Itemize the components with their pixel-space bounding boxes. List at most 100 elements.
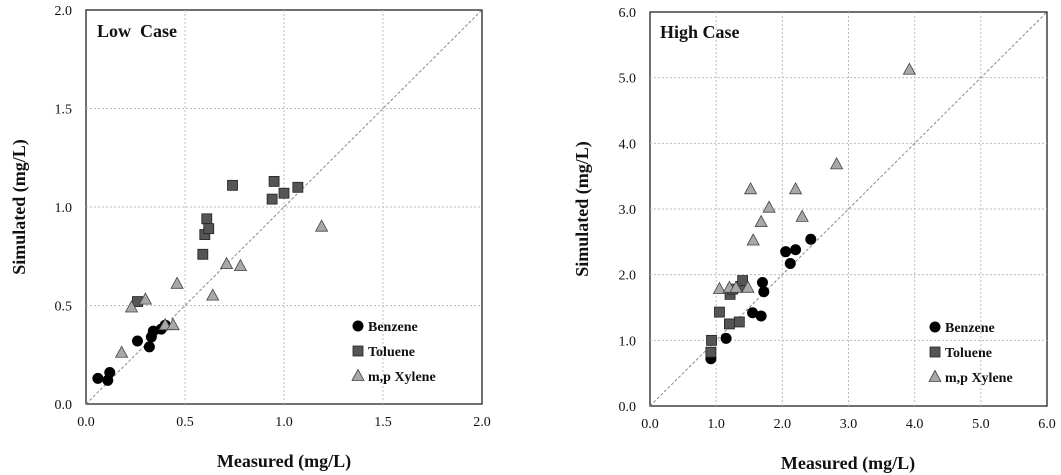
- m-p-xylene-point: [743, 181, 758, 195]
- x-axis-label: Measured (mg/L): [781, 453, 915, 474]
- benzene-point: [756, 277, 768, 289]
- benzene-point: [805, 233, 817, 245]
- data-points: [705, 62, 917, 365]
- x-tick-label: 3.0: [840, 417, 858, 432]
- m-p-xylene-point: [788, 181, 803, 195]
- toluene-point: [737, 275, 749, 286]
- m-p-xylene-point: [762, 200, 776, 213]
- legend: Benzene Toluene m,p Xylene: [928, 321, 1013, 386]
- identity-line: [649, 11, 1048, 407]
- x-tick-label: 0.0: [77, 415, 95, 430]
- toluene-point: [201, 213, 213, 225]
- y-tick-label: 3.0: [619, 203, 637, 218]
- benzene-point: [755, 310, 767, 322]
- y-tick-label: 0.0: [619, 400, 637, 415]
- legend-marker: [351, 368, 365, 381]
- x-tick-label: 1.0: [275, 415, 293, 430]
- benzene-point: [131, 335, 143, 347]
- toluene-point: [705, 346, 717, 358]
- legend-label: Toluene: [945, 346, 992, 361]
- x-axis-label: Measured (mg/L): [217, 451, 351, 472]
- m-p-xylene-point: [219, 256, 234, 270]
- m-p-xylene-point: [729, 280, 743, 293]
- benzene-point: [747, 307, 759, 319]
- y-axis-label: Simulated (mg/L): [9, 139, 30, 275]
- m-p-xylene-point: [166, 317, 180, 331]
- y-tick-label: 1.0: [619, 334, 637, 349]
- toluene-point: [266, 193, 278, 205]
- x-tick-label: 0.5: [176, 415, 194, 430]
- benzene-point: [784, 258, 796, 270]
- m-p-xylene-point: [746, 233, 760, 246]
- m-p-xylene-point: [754, 214, 768, 228]
- y-axis-label: Simulated (mg/L): [572, 141, 593, 277]
- toluene-point: [714, 306, 725, 318]
- y-tick-label: 1.0: [55, 201, 73, 216]
- y-tick-label: 0.5: [55, 300, 73, 315]
- axis-ticks: 0.0 1.0 2.0 3.0 4.0 5.0 6.0 0.0 1.0 2.0 3.0 4.0 5.0 6…: [619, 6, 1056, 432]
- y-tick-label: 0.0: [55, 398, 73, 413]
- toluene-point: [706, 334, 717, 346]
- high-case-panel: 0.0 1.0 2.0 3.0 4.0 5.0 6.0 0.0 1.0 2.0 3.0 4.0 5.0 6…: [572, 6, 1056, 474]
- legend-marker: [929, 346, 941, 358]
- legend-marker: [352, 345, 364, 357]
- m-p-xylene-point: [138, 292, 153, 305]
- legend-label: Benzene: [368, 320, 418, 335]
- one-to-one-line: [85, 9, 483, 405]
- toluene-point: [268, 175, 280, 187]
- x-tick-label: 1.5: [374, 415, 392, 430]
- y-tick-label: 6.0: [619, 6, 637, 21]
- x-tick-label: 6.0: [1038, 417, 1056, 432]
- legend-label: Benzene: [945, 321, 995, 336]
- toluene-point: [197, 248, 209, 260]
- benzene-point: [758, 286, 770, 298]
- y-tick-label: 4.0: [619, 137, 637, 152]
- m-p-xylene-point: [114, 345, 129, 358]
- chart-title: High Case: [660, 22, 740, 42]
- data-points: [92, 175, 329, 386]
- benzene-point: [104, 366, 116, 378]
- axis-ticks: 0.0 0.5 1.0 1.5 2.0 0.0 0.5 1.0 1.5 2.0: [55, 4, 491, 430]
- benzene-point: [790, 244, 802, 256]
- toluene-point: [733, 316, 745, 328]
- legend-label: Toluene: [368, 345, 415, 360]
- y-tick-label: 5.0: [619, 72, 637, 87]
- y-tick-label: 2.0: [619, 269, 637, 284]
- y-tick-label: 2.0: [55, 4, 73, 19]
- benzene-point: [143, 341, 155, 353]
- m-p-xylene-point: [124, 300, 139, 313]
- x-tick-label: 1.0: [707, 417, 725, 432]
- legend-label: m,p Xylene: [368, 370, 436, 385]
- m-p-xylene-point: [206, 288, 220, 301]
- toluene-point: [227, 179, 238, 191]
- m-p-xylene-point: [902, 62, 917, 75]
- legend-marker: [928, 369, 942, 382]
- toluene-point: [724, 318, 735, 330]
- identity-line: [85, 9, 483, 405]
- x-tick-label: 2.0: [774, 417, 792, 432]
- m-p-xylene-point: [712, 281, 727, 295]
- m-p-xylene-point: [170, 276, 184, 289]
- benzene-point: [92, 372, 104, 384]
- m-p-xylene-point: [741, 280, 755, 293]
- toluene-point: [292, 181, 304, 193]
- low-case-panel: 0.0 0.5 1.0 1.5 2.00.00.51.01.52.0 Low Case …: [9, 4, 491, 472]
- legend: Benzene Toluene m,p Xylene: [351, 320, 436, 385]
- y-tick-label: 1.5: [55, 103, 73, 118]
- one-to-one-line: [649, 11, 1048, 407]
- x-tick-label: 2.0: [473, 415, 491, 430]
- legend-label: m,p Xylene: [945, 371, 1013, 386]
- m-p-xylene-point: [314, 219, 329, 232]
- grid-lines: [86, 10, 482, 404]
- x-tick-label: 5.0: [972, 417, 990, 432]
- benzene-point: [720, 332, 732, 344]
- x-tick-label: 0.0: [641, 417, 659, 432]
- toluene-point: [203, 223, 215, 235]
- m-p-xylene-point: [829, 157, 844, 170]
- m-p-xylene-point: [795, 209, 809, 222]
- legend-marker: [352, 320, 364, 332]
- benzene-point: [780, 246, 792, 258]
- toluene-point: [278, 187, 290, 199]
- x-tick-label: 4.0: [906, 417, 924, 432]
